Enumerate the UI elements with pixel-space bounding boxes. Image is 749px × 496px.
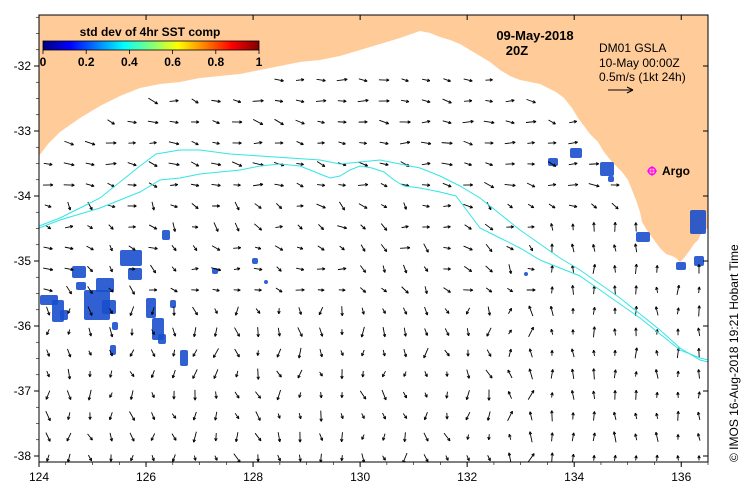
colorbar-gradient — [42, 40, 260, 51]
scale-arrow — [608, 86, 634, 94]
x-tick-label: 124 — [29, 470, 49, 484]
x-tick-label: 126 — [136, 470, 156, 484]
contour-line-lower — [39, 163, 708, 361]
x-tick-label: 128 — [243, 470, 263, 484]
argo-station-marker — [647, 166, 657, 176]
colorbar: std dev of 4hr SST comp 0 0.2 0.4 0.6 0.8 1 — [40, 25, 263, 69]
map-time: 20Z — [506, 43, 528, 58]
map-date: 09-May-2018 — [496, 28, 573, 43]
colorbar-tick-label: 0.8 — [207, 55, 224, 69]
contour-line-upper — [39, 149, 708, 363]
argo-label: Argo — [662, 164, 690, 178]
x-axis: 124 126 128 130 132 134 136 — [29, 15, 709, 484]
land-mass — [39, 15, 708, 262]
colorbar-tick-label: 0.2 — [78, 55, 95, 69]
y-tick-label: -38 — [14, 449, 32, 463]
sst-std-dev-patches — [40, 148, 706, 366]
product-name: DM01 GSLA — [599, 41, 666, 55]
y-tick-label: -32 — [14, 59, 32, 73]
colorbar-tick-label: 0 — [40, 55, 47, 69]
credit-text: © IMOS 16-Aug-2018 19:21 Hobart Time — [727, 244, 741, 462]
colorbar-tick-label: 1 — [256, 55, 263, 69]
x-tick-label: 130 — [350, 470, 370, 484]
arrow-scale-label: 0.5m/s (1kt 24h) — [599, 70, 686, 84]
x-tick-label: 132 — [457, 470, 477, 484]
y-tick-label: -34 — [14, 189, 32, 203]
colorbar-tick-label: 0.6 — [164, 55, 181, 69]
y-axis: -32 -33 -34 -35 -36 -37 -38 — [14, 16, 708, 463]
y-tick-label: -33 — [14, 124, 32, 138]
y-tick-label: -37 — [14, 384, 32, 398]
x-tick-label: 136 — [671, 470, 691, 484]
colorbar-title: std dev of 4hr SST comp — [80, 25, 221, 39]
colorbar-tick-label: 0.4 — [121, 55, 138, 69]
valid-time: 10-May 00:00Z — [599, 56, 680, 70]
plot-frame — [38, 14, 709, 463]
y-tick-label: -36 — [14, 319, 32, 333]
y-tick-label: -35 — [14, 254, 32, 268]
current-arrows — [43, 77, 701, 462]
x-tick-label: 134 — [564, 470, 584, 484]
